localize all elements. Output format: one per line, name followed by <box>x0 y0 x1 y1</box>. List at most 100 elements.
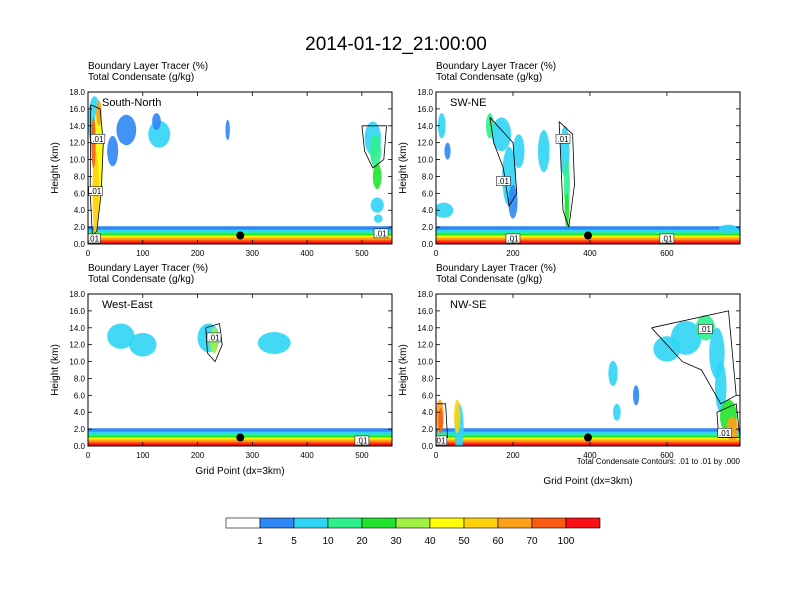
contour-label: .01 <box>92 135 104 144</box>
condensate-contour-1 <box>436 403 448 438</box>
panel-header-condensate: Total Condensate (g/kg) <box>88 274 194 285</box>
colorbar-label-2: 10 <box>322 536 334 547</box>
condensate-contour-1 <box>558 121 575 228</box>
y-tick-label: 12.0 <box>69 139 85 148</box>
x-tick-label: 0 <box>434 451 439 460</box>
condensate-contour-0 <box>89 104 104 237</box>
contour-label-box <box>206 332 222 343</box>
tracer-field-blob-8 <box>152 113 161 130</box>
x-axis-label: Grid Point (dx=3km) <box>195 466 284 477</box>
y-tick-label: 10.0 <box>417 358 433 367</box>
tracer-field-blob-4 <box>257 332 291 354</box>
colorbar-label-7: 60 <box>492 536 504 547</box>
colorbar-swatch-2 <box>293 517 329 529</box>
plot-frame <box>435 293 741 447</box>
boundary-layer-band-8 <box>88 443 392 446</box>
x-tick-label: 0 <box>86 249 91 258</box>
contour-label-box <box>496 176 511 186</box>
tracer-field-blob-9 <box>563 159 570 211</box>
y-axis-label: Height (km) <box>398 344 409 396</box>
y-tick-label: 0.0 <box>74 240 86 249</box>
plot-area: .01 .01 .01 .01 <box>88 96 392 244</box>
y-tick-label: 4.0 <box>74 206 86 215</box>
plot-area: .01 .01 .01 <box>434 310 740 446</box>
contour-label-box <box>555 134 571 144</box>
colorbar-swatch-9 <box>531 517 567 529</box>
panel-header-tracer: Boundary Layer Tracer (%) <box>436 61 556 72</box>
contour-label: .01 <box>434 436 446 445</box>
x-tick-label: 400 <box>583 249 597 258</box>
x-tick-label: 200 <box>506 451 520 460</box>
y-tick-label: 14.0 <box>417 324 433 333</box>
contour-label: .01 <box>88 234 100 243</box>
x-tick-label: 0 <box>86 451 91 460</box>
y-tick-label: 6.0 <box>74 189 86 198</box>
y-tick-label: 6.0 <box>74 391 86 400</box>
colorbar-label-4: 30 <box>390 536 402 547</box>
y-axis-label: Height (km) <box>50 344 61 396</box>
y-tick-label: 8.0 <box>74 172 86 181</box>
colorbar-label-3: 20 <box>356 536 368 547</box>
x-tick-label: 500 <box>355 451 369 460</box>
x-tick-label: 300 <box>246 451 260 460</box>
contour-label: .01 <box>507 234 519 243</box>
contour-label-box <box>717 428 732 438</box>
tracer-field-blob-12 <box>372 163 382 190</box>
y-tick-label: 18.0 <box>69 88 85 97</box>
colorbar-swatch-0 <box>225 517 261 529</box>
tracer-field-blob-11 <box>608 360 618 387</box>
colorbar-swatch-10 <box>565 517 601 529</box>
contour-label: .01 <box>375 229 387 238</box>
tracer-field-blob-11 <box>444 142 451 160</box>
contour-label-box <box>88 186 103 196</box>
panel-header-tracer: Boundary Layer Tracer (%) <box>88 61 208 72</box>
colorbar-label-6: 50 <box>458 536 470 547</box>
colorbar-swatch-4 <box>361 517 397 529</box>
x-tick-label: 200 <box>191 451 205 460</box>
colorbar: 1 5 10 20 30 40 50 60 70 100 <box>225 517 601 547</box>
tracer-field-blob-4 <box>96 100 102 126</box>
tracer-field-blob-0 <box>437 113 446 139</box>
y-tick-label: 4.0 <box>422 408 434 417</box>
colorbar-label-9: 100 <box>558 536 575 547</box>
y-tick-label: 4.0 <box>422 206 434 215</box>
x-tick-label: 500 <box>355 249 369 258</box>
tracer-field-blob-0 <box>107 323 135 349</box>
y-tick-label: 8.0 <box>422 172 434 181</box>
plot-frame <box>87 91 393 245</box>
colorbar-swatch-7 <box>463 517 499 529</box>
plot-frame <box>435 91 741 245</box>
contour-label: .01 <box>557 135 569 144</box>
x-tick-label: 300 <box>246 249 260 258</box>
colorbar-swatch-6 <box>429 517 465 529</box>
panel-header-tracer: Boundary Layer Tracer (%) <box>436 263 556 274</box>
panel-name: South-North <box>102 97 161 109</box>
x-tick-label: 400 <box>300 451 314 460</box>
figure-title: 2014-01-12_21:00:00 <box>305 34 487 55</box>
y-tick-label: 0.0 <box>74 442 86 451</box>
x-tick-label: 200 <box>506 249 520 258</box>
contour-footnote: Total Condensate Contours: .01 to .01 by… <box>577 457 741 466</box>
y-tick-label: 12.0 <box>417 341 433 350</box>
x-tick-label: 400 <box>583 451 597 460</box>
boundary-layer-band-8 <box>436 443 740 446</box>
contour-label: .01 <box>208 333 220 342</box>
colorbar-swatch-3 <box>327 517 363 529</box>
y-tick-label: 10.0 <box>69 358 85 367</box>
y-tick-label: 4.0 <box>74 408 86 417</box>
y-axis-label: Height (km) <box>398 142 409 194</box>
boundary-layer-band-8 <box>436 241 740 244</box>
tracer-field-blob-11 <box>370 134 382 168</box>
condensate-contour-0 <box>205 323 223 363</box>
contour-label-box <box>698 324 713 334</box>
colorbar-label-1: 5 <box>291 536 297 547</box>
panel-header-condensate: Total Condensate (g/kg) <box>88 72 194 83</box>
colorbar-swatch-5 <box>395 517 431 529</box>
tracer-field-blob-5 <box>107 135 119 167</box>
x-tick-label: 100 <box>136 451 150 460</box>
y-tick-label: 14.0 <box>69 324 85 333</box>
tracer-field-blob-13 <box>613 403 621 421</box>
panel-header-tracer: Boundary Layer Tracer (%) <box>88 263 208 274</box>
y-tick-label: 16.0 <box>417 105 433 114</box>
x-tick-label: 600 <box>660 249 674 258</box>
